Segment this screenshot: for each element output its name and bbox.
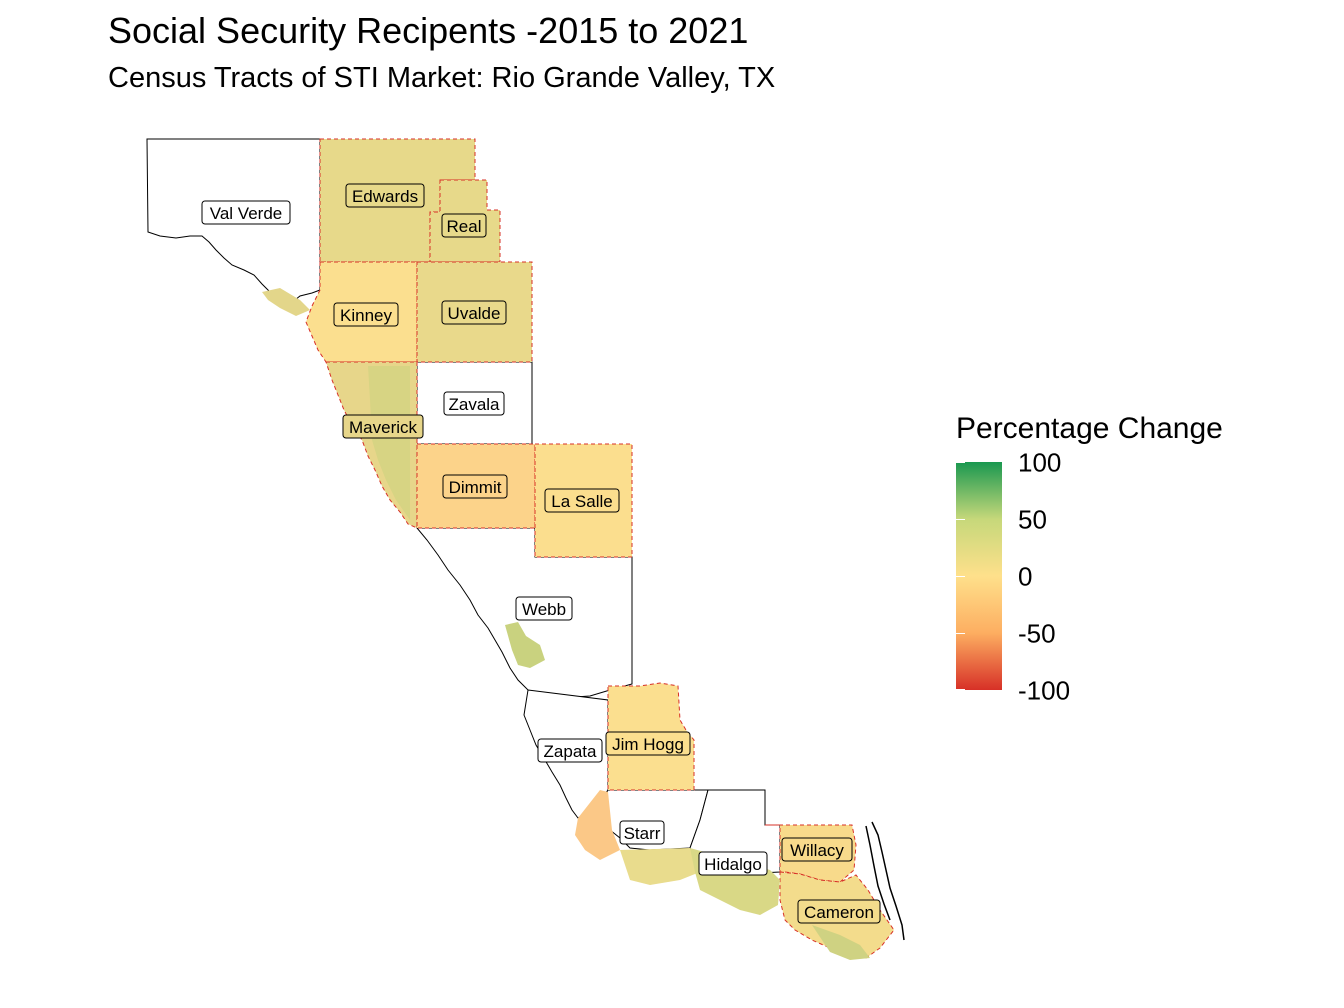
label-hidalgo: Hidalgo: [698, 851, 768, 876]
label-text-dimmit: Dimmit: [449, 478, 502, 497]
label-uvalde: Uvalde: [441, 300, 507, 325]
label-text-val-verde: Val Verde: [210, 204, 282, 223]
legend-title: Percentage Change: [956, 412, 1223, 445]
tract-maverick-east: [368, 366, 410, 520]
label-text-uvalde: Uvalde: [448, 304, 501, 323]
label-cameron: Cameron: [797, 899, 881, 924]
label-text-zavala: Zavala: [448, 395, 500, 414]
label-text-starr: Starr: [624, 824, 661, 843]
legend-tick-0: 0: [1018, 561, 1033, 592]
label-text-zapata: Zapata: [544, 742, 597, 761]
legend-tick-mark-100: [956, 462, 965, 463]
legend-tick-50: 50: [1018, 504, 1047, 535]
label-la-salle: La Salle: [544, 488, 620, 513]
label-text-hidalgo: Hidalgo: [704, 855, 762, 874]
label-zapata: Zapata: [537, 738, 603, 763]
coastline: [865, 821, 905, 941]
label-text-cameron: Cameron: [804, 903, 874, 922]
label-text-real: Real: [447, 217, 482, 236]
label-starr: Starr: [619, 820, 665, 845]
label-willacy: Willacy: [781, 837, 853, 862]
tract-starr-west: [575, 790, 620, 860]
colored-tracts: [262, 288, 870, 960]
legend-tick-mark-50: [956, 519, 965, 520]
label-text-edwards: Edwards: [352, 187, 418, 206]
label-text-kinney: Kinney: [340, 306, 392, 325]
label-edwards: Edwards: [345, 183, 425, 208]
legend-tick-mark-0: [956, 576, 965, 577]
map-subtitle: Census Tracts of STI Market: Rio Grande …: [108, 62, 776, 94]
tract-cameron-south: [812, 925, 870, 960]
tract-webb-laredo: [505, 622, 545, 668]
tract-val-verde-del-rio: [262, 288, 310, 316]
label-text-maverick: Maverick: [349, 418, 418, 437]
legend-color-bar: [956, 462, 1002, 690]
label-text-jim-hogg: Jim Hogg: [612, 735, 684, 754]
label-jim-hogg: Jim Hogg: [605, 731, 691, 756]
county-labels: Val Verde Edwards Real Kinney Uvalde Zav…: [201, 183, 881, 924]
label-real: Real: [441, 213, 487, 238]
label-maverick: Maverick: [342, 414, 424, 439]
legend-tick-mark-neg100: [956, 689, 965, 690]
tract-starr-south: [620, 848, 700, 885]
label-kinney: Kinney: [333, 302, 399, 327]
label-webb: Webb: [515, 596, 573, 621]
legend-tick-neg50: -50: [1018, 618, 1056, 649]
label-dimmit: Dimmit: [442, 474, 508, 499]
label-text-willacy: Willacy: [790, 841, 844, 860]
map-title: Social Security Recipents -2015 to 2021: [108, 10, 749, 51]
label-text-la-salle: La Salle: [551, 492, 612, 511]
label-zavala: Zavala: [443, 391, 505, 416]
label-text-webb: Webb: [522, 600, 566, 619]
legend-tick-100: 100: [1018, 447, 1062, 478]
label-val-verde: Val Verde: [201, 200, 291, 225]
legend-tick-neg100: -100: [1018, 675, 1071, 706]
legend-tick-mark-neg50: [956, 633, 965, 634]
